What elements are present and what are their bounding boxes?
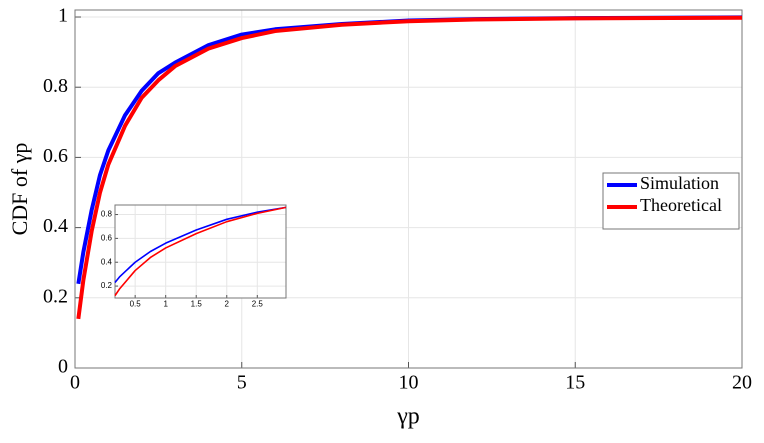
x-tick-label: 2.5 (252, 300, 264, 309)
legend-label: Theoretical (640, 195, 722, 215)
legend-label: Simulation (640, 173, 719, 193)
x-tick-label: 5 (237, 372, 247, 394)
y-tick-label: 0.6 (101, 233, 113, 242)
y-tick-label: 0.8 (43, 75, 68, 97)
y-tick-label: 0.2 (43, 285, 68, 307)
y-tick-label: 0 (58, 356, 68, 378)
plot-area (115, 205, 286, 298)
y-tick-label: 0.8 (101, 210, 113, 219)
x-tick-label: 15 (565, 372, 585, 394)
y-tick-label: 0.2 (101, 281, 113, 290)
data-line (114, 206, 287, 297)
plot-frame (114, 204, 287, 299)
data-line (114, 206, 287, 284)
y-tick-label: 0.4 (43, 215, 68, 237)
y-tick-label: 0.4 (101, 257, 113, 266)
data-line (76, 15, 743, 320)
x-tick-label: 0 (70, 372, 80, 394)
x-axis-label: γp (396, 404, 420, 430)
x-tick-label: 1.5 (191, 300, 203, 309)
x-tick-label: 10 (399, 372, 419, 394)
x-tick-label: 0.5 (130, 300, 142, 309)
legend-box (602, 172, 740, 230)
x-tick-label: 20 (732, 372, 752, 394)
x-tick-label: 2 (225, 300, 230, 309)
y-tick-label: 1 (58, 5, 68, 27)
y-axis-label: CDF of γp (7, 143, 32, 236)
x-tick-label: 1 (163, 300, 168, 309)
plot-frame (74, 9, 743, 369)
y-tick-label: 0.6 (43, 145, 68, 167)
